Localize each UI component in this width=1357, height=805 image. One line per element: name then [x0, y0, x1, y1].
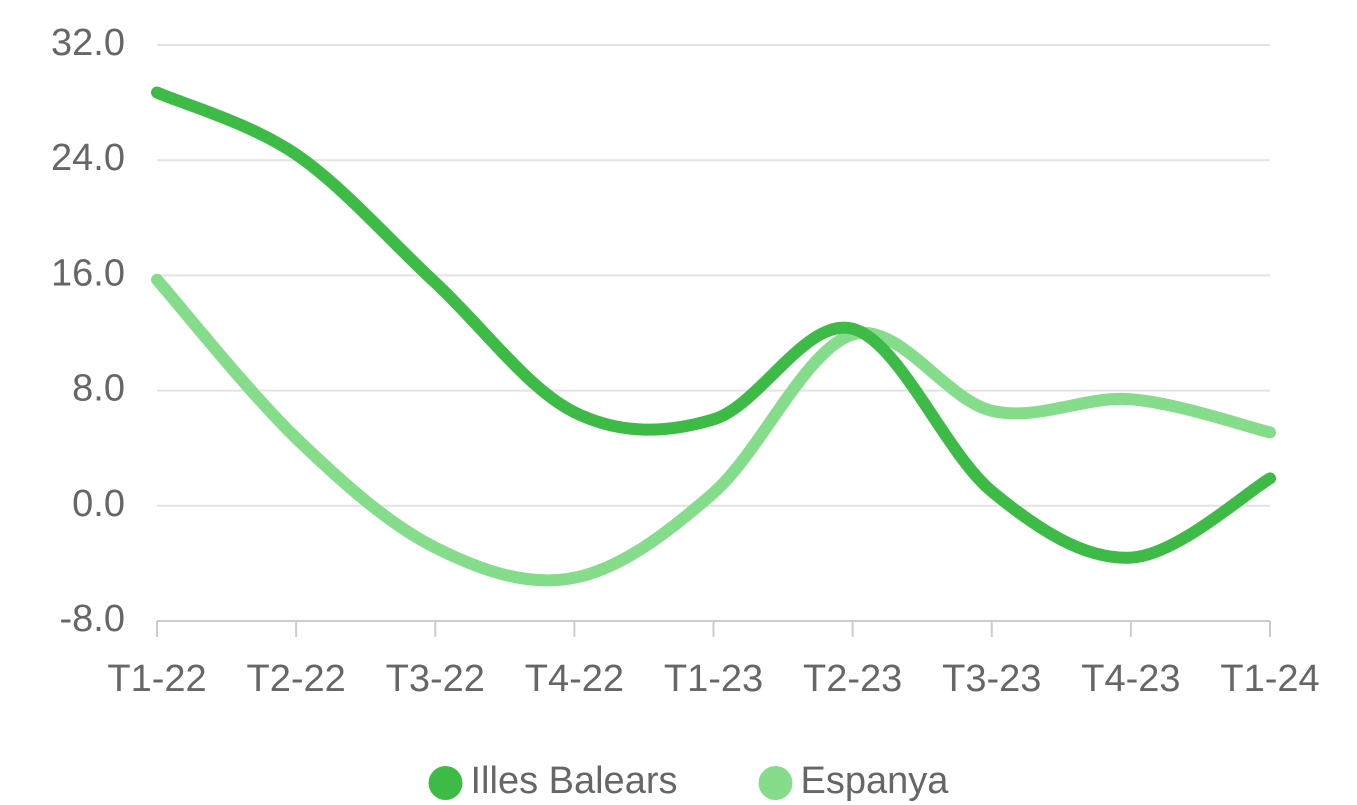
- y-tick-label: 32.0: [51, 22, 125, 64]
- legend-label: Espanya: [801, 760, 950, 802]
- x-tick-label: T4-22: [525, 658, 624, 700]
- x-tick-label: T4-23: [1081, 658, 1180, 700]
- y-tick-label: 8.0: [72, 368, 125, 410]
- x-tick-label: T2-22: [246, 658, 345, 700]
- series-line: [151, 86, 1276, 564]
- y-tick-label: 16.0: [51, 252, 125, 294]
- legend-marker: [428, 766, 463, 800]
- y-tick-label: 0.0: [72, 483, 125, 525]
- x-tick-label: T3-22: [386, 658, 485, 700]
- x-tick-label: T1-22: [107, 658, 206, 700]
- x-tick-label: T1-24: [1220, 658, 1319, 700]
- legend-marker: [758, 766, 793, 800]
- x-tick-label: T3-23: [942, 658, 1041, 700]
- x-tick-label: T1-23: [664, 658, 763, 700]
- x-tick-label: T2-23: [803, 658, 902, 700]
- y-tick-label: 24.0: [51, 137, 125, 179]
- legend-label: Illes Balears: [471, 760, 678, 802]
- series-line: [151, 273, 1276, 587]
- y-tick-label: -8.0: [60, 598, 125, 640]
